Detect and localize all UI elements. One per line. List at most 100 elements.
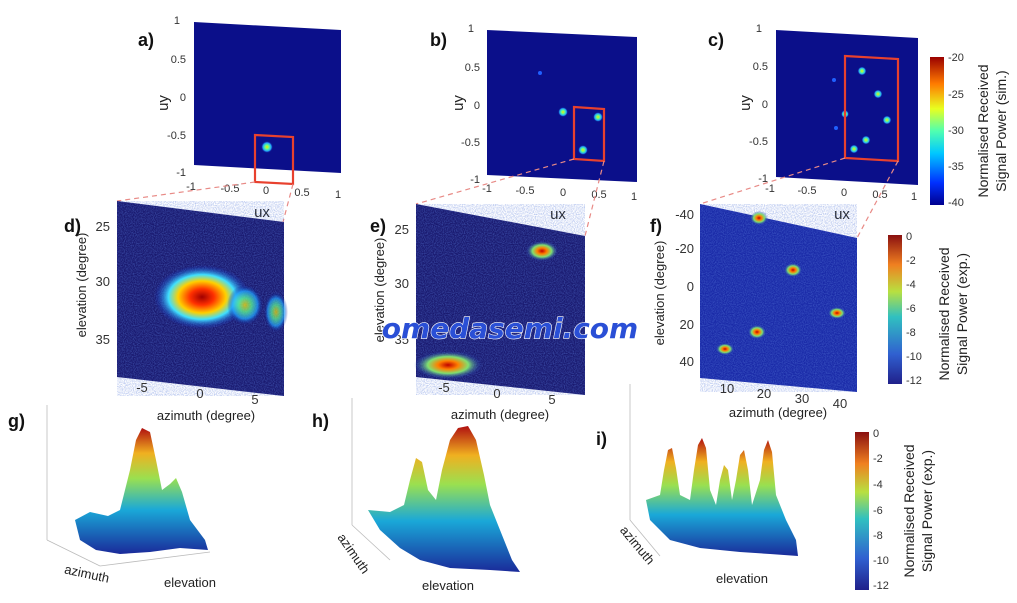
- xlabel: azimuth (degree): [729, 405, 827, 420]
- xtick: 30: [795, 391, 809, 406]
- ytick: 0: [762, 99, 768, 111]
- panel-label-b: b): [430, 30, 447, 50]
- xtick: 1: [911, 191, 917, 203]
- colorbar-label: Normalised Received: [901, 444, 917, 577]
- cb-tick: -2: [906, 255, 916, 267]
- ylabel: elevation (degree): [372, 238, 387, 343]
- panel-label-e: e): [370, 216, 386, 236]
- cb-tick: -20: [948, 52, 964, 64]
- ytick: 35: [395, 332, 409, 347]
- ytick: 0: [687, 279, 694, 294]
- xlabel: ux: [254, 204, 270, 221]
- cb-tick: -10: [873, 555, 889, 567]
- beam-spot: [414, 351, 482, 379]
- ytick: 25: [96, 219, 110, 234]
- beam-spot: [784, 263, 802, 277]
- panel-label-c: c): [708, 30, 724, 50]
- beam-spot: [873, 89, 883, 99]
- ytick: 1: [174, 15, 180, 27]
- sim-map-a: [194, 22, 341, 173]
- xtick: 40: [833, 396, 847, 411]
- cb-tick: -40: [948, 197, 964, 209]
- xtick: 0: [493, 386, 500, 401]
- panel-label-g: g): [8, 411, 25, 431]
- beam-spot: [261, 141, 273, 153]
- ytick: 35: [96, 332, 110, 347]
- xtick: 0: [841, 187, 847, 199]
- xtick: 5: [251, 392, 258, 407]
- panel-g: g) azimuth elevation: [8, 405, 216, 590]
- ytick: 30: [96, 274, 110, 289]
- ytick: 20: [680, 317, 694, 332]
- cb-tick: -25: [948, 89, 964, 101]
- panel-b: b) 1 0.5 0 -0.5 -1 uy -1 -0.5 0 0.5 1 ux: [430, 23, 637, 223]
- ytick: -0.5: [461, 137, 480, 149]
- xtick: -1: [765, 183, 775, 195]
- panel-c: c) 1 0.5 0 -0.5 -1 uy -1 -0.5 0 0.5 1 ux: [708, 23, 918, 223]
- surface-i: [646, 438, 798, 556]
- xtick: 0.5: [294, 187, 309, 199]
- ytick: 0.5: [753, 61, 768, 73]
- xtick: -0.5: [516, 185, 535, 197]
- beam-spot: [227, 285, 263, 325]
- ytick: -20: [675, 241, 694, 256]
- beam-spot: [832, 78, 836, 82]
- surface-ylabel: elevation: [422, 578, 474, 593]
- cb-tick: -10: [906, 351, 922, 363]
- surface-h: [368, 426, 520, 572]
- beam-spot: [593, 112, 603, 122]
- beam-spot: [558, 107, 568, 117]
- beam-spot: [264, 292, 288, 332]
- xtick: -1: [482, 183, 492, 195]
- beam-spot: [578, 145, 588, 155]
- surface-xlabel: azimuth: [334, 530, 372, 576]
- ytick: 0.5: [465, 62, 480, 74]
- cb-tick: -6: [873, 505, 883, 517]
- beam-spot: [857, 66, 867, 76]
- ytick: 0.5: [171, 54, 186, 66]
- panel-f: f) -40 -20 0 20 40 elevation (degree) 10…: [650, 204, 857, 420]
- ytick: -1: [470, 174, 480, 186]
- ytick: 0: [474, 100, 480, 112]
- xtick: 5: [548, 392, 555, 407]
- colorbar-label: Signal Power (exp.): [954, 253, 970, 375]
- cb-tick: -8: [873, 530, 883, 542]
- panel-h: h) azimuth elevation: [312, 398, 520, 593]
- panel-label-a: a): [138, 30, 154, 50]
- panel-e: e) 25 30 35 elevation (degree) -5 0 5 az…: [370, 204, 585, 422]
- ytick: 30: [395, 276, 409, 291]
- colorbar-sim-scale: [930, 57, 944, 205]
- cb-tick: -6: [906, 303, 916, 315]
- cb-tick: -4: [906, 279, 916, 291]
- ytick: 25: [395, 222, 409, 237]
- sim-map-b: [487, 30, 637, 182]
- colorbar-label: Signal Power (exp.): [919, 450, 935, 572]
- panel-a: a) 1 0.5 0 -0.5 -1 uy -1 -0.5 0 0.5 1 ux: [138, 15, 341, 221]
- xtick: 0: [196, 386, 203, 401]
- xtick: -5: [136, 380, 148, 395]
- beam-spot: [716, 343, 734, 355]
- sim-map-c: [776, 30, 918, 185]
- surface-g: [75, 428, 208, 554]
- colorbar-label: Signal Power (sim.): [993, 70, 1009, 191]
- watermark-text: omedasemi.com: [382, 312, 638, 345]
- ytick: 1: [468, 23, 474, 35]
- xlabel: azimuth (degree): [157, 408, 255, 423]
- surface-ylabel: elevation: [164, 575, 216, 590]
- colorbar-exp-scale: [888, 235, 902, 384]
- ytick: 1: [756, 23, 762, 35]
- panel-label-d: d): [64, 216, 81, 236]
- ytick: -1: [758, 173, 768, 185]
- beam-spot: [834, 126, 838, 130]
- xlabel: azimuth (degree): [451, 407, 549, 422]
- beam-spot: [828, 307, 846, 319]
- xtick: 20: [757, 386, 771, 401]
- beam-spot: [538, 71, 542, 75]
- beam-spot: [861, 135, 871, 145]
- colorbar-exp-scale: [855, 432, 869, 590]
- beam-spot: [154, 265, 250, 329]
- panel-label-i: i): [596, 429, 607, 449]
- cb-tick: -12: [873, 580, 889, 592]
- ylabel: elevation (degree): [74, 233, 89, 338]
